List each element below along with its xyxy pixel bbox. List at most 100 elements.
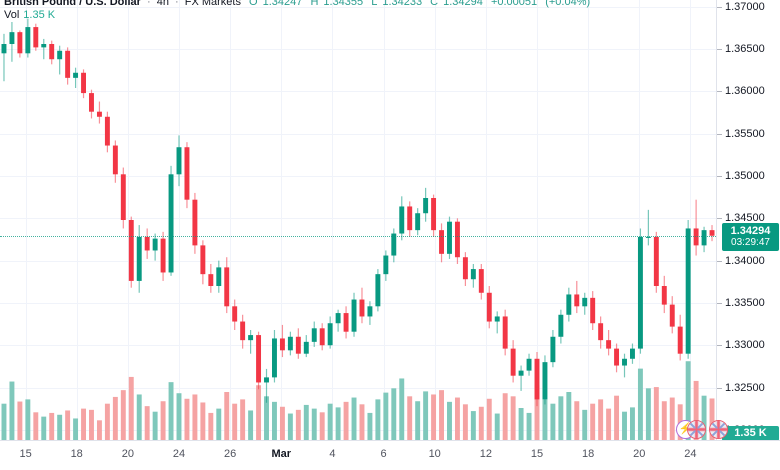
volume-bar — [645, 388, 651, 440]
candle-body — [112, 145, 118, 175]
candle-wick — [250, 330, 252, 354]
volume-bar — [224, 392, 230, 440]
gbp-flag-icon[interactable] — [687, 420, 706, 439]
volume-bar — [439, 390, 444, 440]
candle-body — [685, 228, 691, 354]
price-axis-label: 1.35500 — [725, 127, 765, 140]
candle-body — [637, 236, 643, 349]
time-axis[interactable]: 15 18 20 24 26 Mar 4 6 10 12 15 18 20 24 — [0, 440, 780, 470]
candle-body — [17, 32, 23, 54]
time-axis-label: Mar — [271, 448, 292, 460]
candle-body — [454, 221, 460, 258]
candle-body — [279, 338, 285, 351]
volume-value-badge[interactable]: 1.35 K — [722, 426, 779, 441]
price-axis[interactable]: 1.37000 1.36500 1.36000 1.35500 1.35000 1.345… — [716, 0, 780, 441]
candle-body — [248, 335, 254, 341]
volume-bar — [208, 412, 214, 440]
usd-flag-icon[interactable] — [709, 420, 728, 439]
candle-body — [65, 50, 71, 78]
candle-body — [677, 326, 683, 354]
volume-series — [1, 361, 715, 440]
gbp-flag-svg — [688, 421, 705, 438]
vgrid-line — [76, 0, 78, 440]
candle-body — [582, 297, 588, 307]
candle-body — [41, 44, 47, 48]
price-axis-label: 1.36000 — [725, 85, 765, 98]
volume-bar — [303, 404, 309, 440]
vgrid-line — [332, 0, 334, 440]
candle-body — [25, 27, 31, 54]
hgrid-line — [0, 345, 716, 347]
volume-bar — [415, 401, 421, 440]
candle-body — [1, 44, 7, 54]
usd-flag-svg — [710, 421, 727, 438]
price-axis-tick — [717, 387, 722, 389]
time-axis-label: 10 — [428, 448, 441, 460]
candle-body — [89, 93, 94, 112]
volume-bar — [462, 404, 468, 440]
candle-body — [295, 336, 301, 354]
vgrid-line — [485, 0, 487, 440]
candle-body — [9, 32, 15, 44]
volume-bar — [558, 396, 564, 440]
candle-body — [494, 316, 500, 322]
candle-body — [136, 236, 142, 281]
candle-body — [367, 306, 373, 317]
volume-bar — [160, 401, 166, 440]
candle-body — [216, 267, 222, 286]
price-axis-label: 1.32500 — [725, 381, 765, 394]
candle-wick — [43, 38, 45, 60]
candle-body — [383, 255, 389, 275]
candle-body — [566, 294, 572, 315]
candle-body — [534, 358, 540, 400]
price-axis-tick — [717, 91, 722, 93]
volume-bar — [192, 394, 198, 440]
time-axis-label: 20 — [121, 448, 135, 460]
volume-bar — [319, 412, 325, 440]
volume-bar — [582, 409, 588, 440]
price-axis-tick — [717, 49, 722, 51]
time-axis-label: 4 — [329, 448, 336, 460]
volume-bar — [669, 397, 675, 440]
candle-wick — [695, 199, 697, 256]
time-axis-label: 15 — [530, 448, 544, 460]
candle-body — [669, 304, 675, 327]
price-axis-tick — [717, 345, 722, 347]
chart-plot-area[interactable]: British Pound / U.S. Dollar · 4h · FX Ma… — [0, 0, 716, 440]
vgrid-line — [588, 0, 590, 440]
volume-bar — [89, 409, 94, 440]
volume-bar — [9, 381, 15, 440]
volume-bar — [81, 408, 86, 440]
volume-bar — [264, 396, 269, 440]
volume-bar — [574, 401, 580, 440]
volume-bar — [383, 392, 389, 440]
candle-body — [709, 230, 715, 236]
volume-bar — [184, 398, 190, 440]
price-axis-label: 1.36500 — [725, 43, 765, 56]
vgrid-line — [690, 0, 692, 440]
candle-body — [486, 292, 492, 322]
candle-body — [104, 116, 110, 146]
candle-body — [264, 377, 269, 383]
time-axis-label: 6 — [380, 448, 387, 460]
volume-bar — [518, 408, 524, 440]
candle-wick — [3, 33, 5, 82]
price-axis-tick — [717, 133, 722, 135]
vgrid-line — [281, 0, 283, 440]
volume-bar — [279, 406, 285, 440]
candle-body — [152, 238, 158, 251]
volume-bar — [566, 392, 572, 440]
volume-bar — [622, 411, 627, 440]
vgrid-line — [639, 0, 641, 440]
volume-bar — [25, 399, 31, 440]
volume-bar — [653, 387, 659, 440]
volume-bar — [375, 399, 381, 440]
volume-bar — [526, 412, 532, 440]
candle-body — [622, 358, 627, 366]
current-price-badge[interactable]: 1.34294 03:29:47 — [722, 222, 779, 251]
candle-body — [120, 174, 126, 220]
candle-body — [598, 323, 604, 341]
candle-body — [200, 245, 206, 275]
candle-body — [33, 27, 39, 48]
